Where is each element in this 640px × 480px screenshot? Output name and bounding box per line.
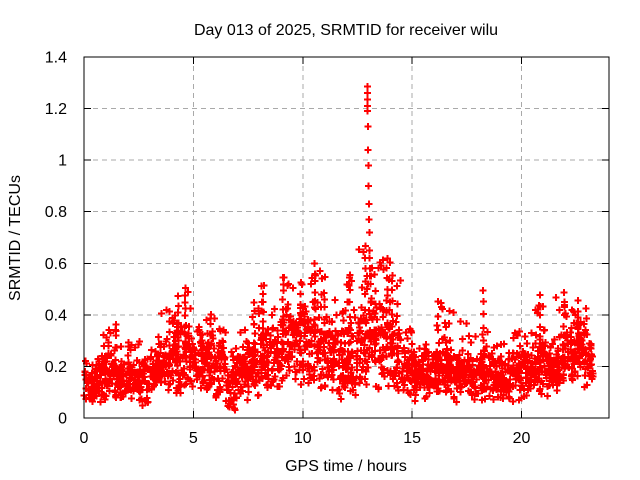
x-tick-label: 10 [294, 430, 312, 447]
plot-border [83, 56, 610, 419]
data-point-markers [80, 83, 597, 414]
y-tick-label: 0.4 [45, 307, 67, 324]
y-tick-label: 0.2 [45, 359, 67, 376]
y-axis-label: SRMTID / TECUs [7, 175, 24, 301]
x-tick-label: 20 [513, 430, 531, 447]
y-tick-label: 1.2 [45, 101, 67, 118]
x-tick-label: 0 [80, 430, 89, 447]
y-tick-label: 0.8 [45, 204, 67, 221]
x-tick-label: 15 [403, 430, 421, 447]
scatter-points [80, 83, 597, 414]
x-tick-label: 5 [189, 430, 198, 447]
y-tick-label: 0.6 [45, 256, 67, 273]
y-tick-label: 1 [58, 153, 67, 170]
y-tick-labels: 0 0.2 0.4 0.6 0.8 1 1.2 1.4 [45, 50, 67, 428]
x-axis-label: GPS time / hours [285, 458, 407, 475]
axis-ticks [83, 56, 609, 419]
chart-title: Day 013 of 2025, SRMTID for receiver wil… [194, 22, 498, 39]
y-tick-label: 0 [58, 411, 67, 428]
y-tick-label: 1.4 [45, 50, 67, 67]
x-tick-labels: 0 5 10 15 20 [80, 430, 531, 447]
